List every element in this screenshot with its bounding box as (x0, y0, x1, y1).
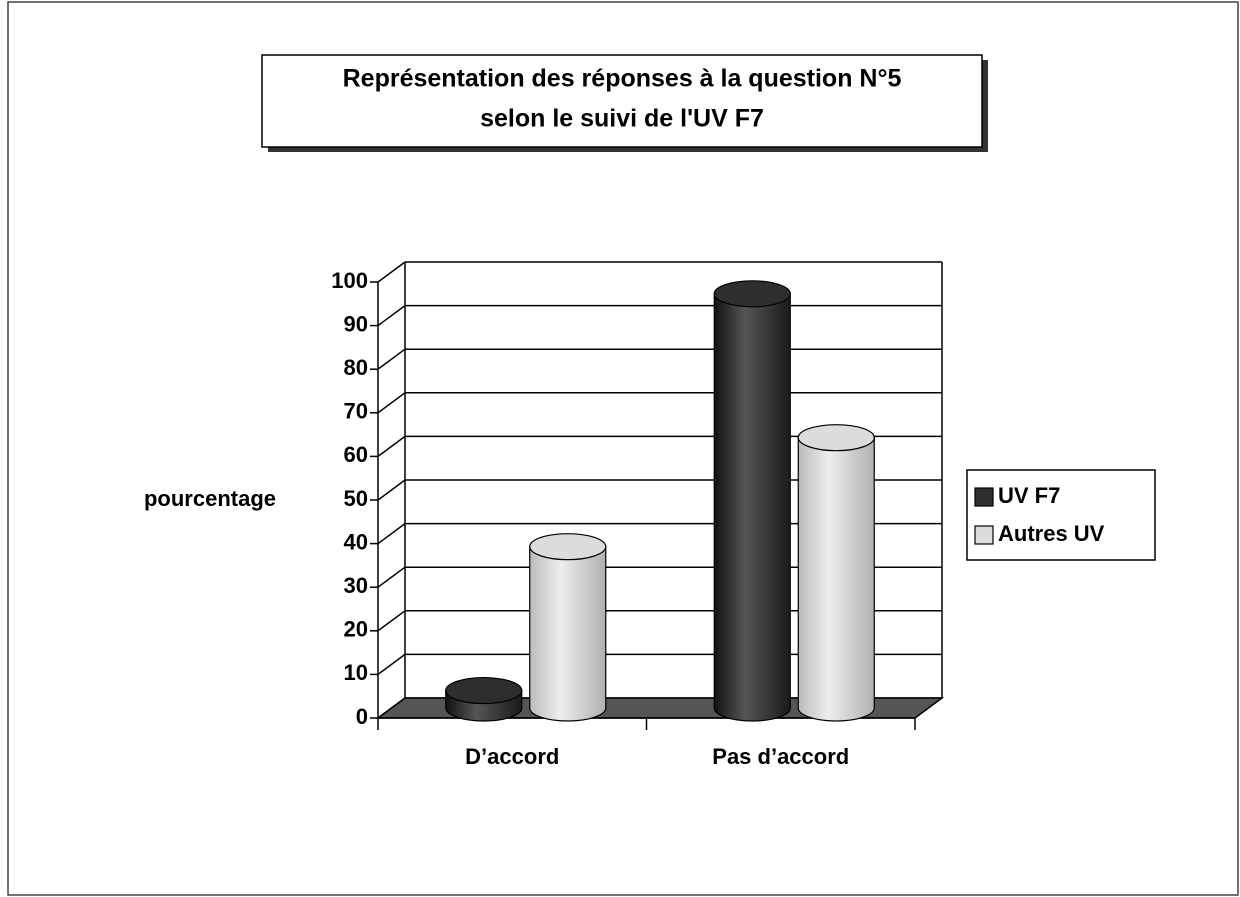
bar-part (797, 437, 875, 722)
grid-line (377, 479, 406, 501)
y-tick-label: 40 (344, 529, 368, 554)
bar (713, 280, 791, 722)
grid-line (377, 566, 406, 588)
y-tick-label: 10 (344, 660, 368, 685)
grid-line (377, 522, 406, 545)
legend-label: Autres UV (998, 521, 1105, 546)
grid-line (377, 435, 406, 458)
bar-part (445, 676, 523, 705)
bar-part (713, 293, 791, 722)
bar-part (713, 280, 791, 308)
bar-part (529, 546, 607, 722)
bar (797, 424, 875, 722)
grid-line (377, 392, 406, 414)
legend-swatch (974, 487, 994, 507)
y-tick-label: 100 (331, 268, 368, 293)
grid-line (377, 348, 406, 370)
y-tick-label: 70 (344, 399, 368, 424)
grid-line (377, 610, 406, 632)
x-tick-label: D’accord (465, 744, 559, 769)
legend-swatch (974, 525, 994, 545)
title-box (261, 54, 983, 148)
y-tick-label: 60 (344, 442, 368, 467)
legend-box (966, 469, 1156, 561)
frame (7, 1, 1239, 896)
grid-line (377, 304, 406, 327)
y-tick-label: 50 (344, 486, 368, 511)
chart-title: Représentation des réponses à la questio… (343, 65, 902, 93)
y-tick-label: 20 (344, 617, 368, 642)
y-tick-label: 0 (356, 704, 368, 729)
x-tick-label: Pas d’accord (712, 744, 849, 769)
bar-part (797, 424, 875, 452)
grid-line (377, 261, 406, 283)
y-tick-label: 90 (344, 311, 368, 336)
bar (445, 676, 523, 722)
chart-title: selon le suivi de l'UV F7 (480, 105, 764, 133)
y-axis-label: pourcentage (144, 486, 276, 511)
y-tick-label: 80 (344, 355, 368, 380)
bar (529, 533, 607, 722)
grid-line (377, 653, 406, 676)
y-tick-label: 30 (344, 573, 368, 598)
bar-part (529, 533, 607, 561)
legend-label: UV F7 (998, 483, 1060, 508)
